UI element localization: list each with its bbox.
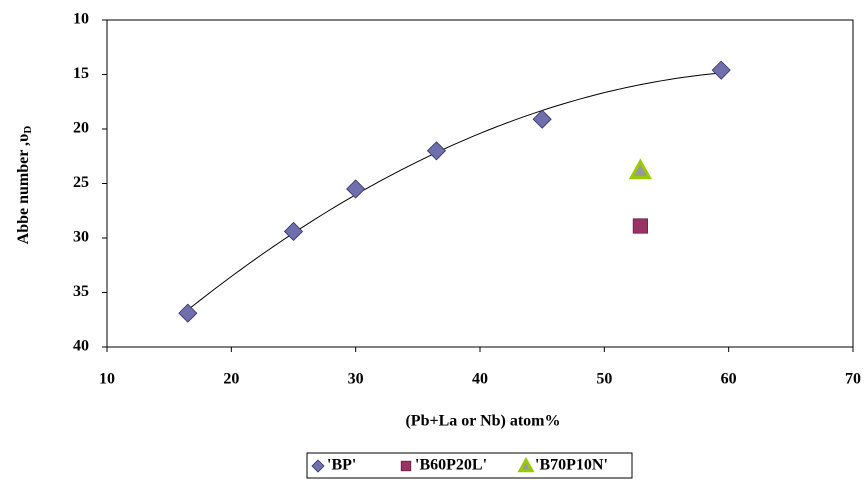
y-axis-title: Abbe number ,υD	[15, 126, 34, 245]
y-tick-label: 25	[73, 174, 89, 191]
plot-frame	[106, 19, 854, 348]
marker-diamond	[426, 141, 447, 161]
y-tick-label: 15	[73, 65, 89, 82]
marker-diamond	[346, 179, 366, 199]
marker-square	[400, 460, 412, 472]
x-tick-label: 40	[472, 371, 488, 388]
marker-diamond	[178, 303, 198, 323]
marker-diamond	[532, 109, 552, 129]
x-axis-title: (Pb+La or Nb) atom%	[405, 413, 560, 430]
y-tick-label: 20	[73, 120, 89, 137]
trendline	[187, 72, 722, 311]
y-tick-label: 10	[73, 11, 89, 28]
y-axis-title-main: Abbe number ,υ	[15, 134, 32, 245]
marker-diamond	[283, 221, 304, 242]
y-axis-title-sub: D	[22, 126, 34, 134]
y-tick-label: 30	[73, 229, 89, 246]
marker-triangle	[517, 456, 535, 473]
legend-label: 'B60P20L'	[415, 457, 487, 474]
legend-label: 'B70P10N'	[535, 457, 608, 474]
marker-triangle	[628, 158, 652, 180]
legend-label: 'BP'	[327, 457, 356, 474]
marker-diamond	[711, 60, 731, 80]
y-tick-label: 35	[73, 283, 89, 300]
x-tick-label: 20	[223, 371, 239, 388]
marker-square	[632, 218, 648, 234]
x-tick-label: 70	[845, 371, 861, 388]
marker-diamond	[311, 459, 325, 473]
x-tick-label: 30	[348, 371, 364, 388]
y-tick-label: 40	[73, 338, 89, 355]
x-tick-label: 10	[99, 371, 115, 388]
x-tick-label: 60	[721, 371, 737, 388]
legend-box	[306, 452, 633, 479]
x-tick-label: 50	[596, 371, 612, 388]
